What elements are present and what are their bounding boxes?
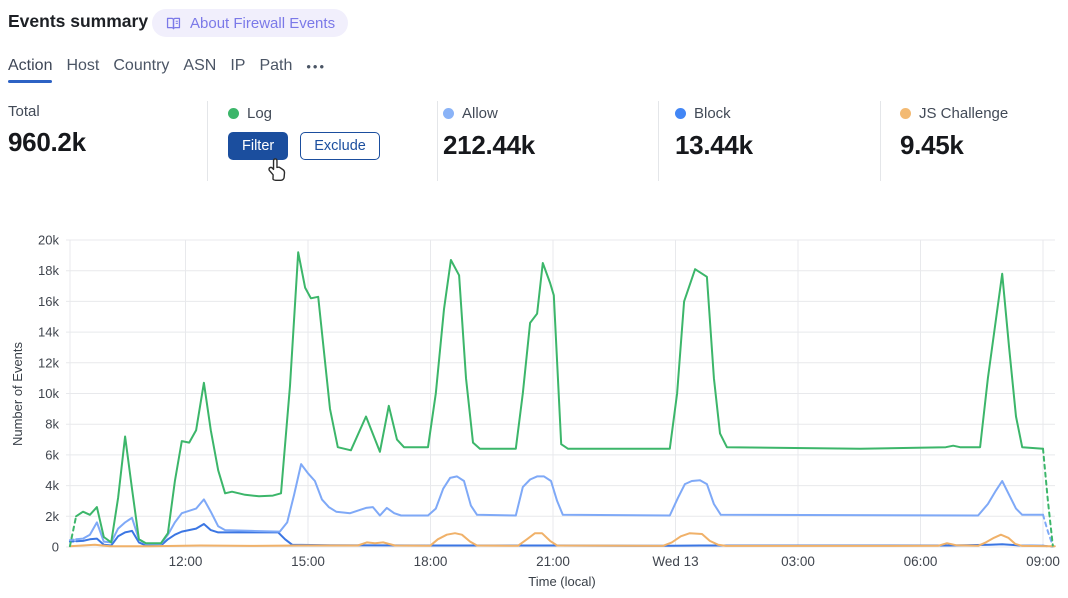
log-legend-dot <box>228 107 239 119</box>
js-challenge-label: JS Challenge <box>919 104 1009 122</box>
page-title: Events summary <box>8 11 149 31</box>
total-label: Total <box>8 103 40 120</box>
svg-text:21:00: 21:00 <box>536 554 570 569</box>
stat-allow: Allow 212.44k <box>443 103 535 161</box>
tab-ip[interactable]: IP <box>230 57 246 74</box>
stats-divider <box>437 101 438 181</box>
tab-action[interactable]: Action <box>8 57 53 83</box>
summary-tabs: Action Host Country ASN IP Path ••• <box>8 57 327 83</box>
svg-text:6k: 6k <box>45 447 59 462</box>
tab-host[interactable]: Host <box>66 57 100 74</box>
svg-text:2k: 2k <box>45 509 59 524</box>
svg-text:18k: 18k <box>38 263 59 278</box>
stat-total: Total 960.2k <box>8 103 86 158</box>
stat-js-challenge: JS Challenge 9.45k <box>900 103 1008 161</box>
stat-log: Log Filter Exclude <box>228 103 380 160</box>
svg-text:14k: 14k <box>38 325 59 340</box>
allow-label: Allow <box>462 104 498 122</box>
stats-divider <box>880 101 881 181</box>
tab-country[interactable]: Country <box>113 57 170 74</box>
svg-text:03:00: 03:00 <box>781 554 815 569</box>
about-firewall-events-badge[interactable]: About Firewall Events <box>152 9 349 37</box>
allow-value: 212.44k <box>443 130 535 160</box>
tab-asn[interactable]: ASN <box>183 57 217 74</box>
svg-text:09:00: 09:00 <box>1026 554 1060 569</box>
block-legend-dot <box>675 107 686 119</box>
svg-text:8k: 8k <box>45 417 59 432</box>
svg-text:10k: 10k <box>38 386 59 401</box>
total-value: 960.2k <box>8 127 86 157</box>
tab-path[interactable]: Path <box>259 57 293 74</box>
stat-block: Block 13.44k <box>675 103 753 161</box>
book-icon <box>166 17 181 29</box>
js-challenge-value: 9.45k <box>900 130 964 160</box>
svg-text:Time (local): Time (local) <box>528 574 595 589</box>
svg-text:06:00: 06:00 <box>904 554 938 569</box>
svg-text:15:00: 15:00 <box>291 554 325 569</box>
filter-button[interactable]: Filter <box>228 132 289 160</box>
block-label: Block <box>694 104 731 122</box>
svg-text:20k: 20k <box>38 233 59 248</box>
js-challenge-legend-dot <box>900 107 911 119</box>
stats-divider <box>207 101 208 181</box>
tabs-more-button[interactable]: ••• <box>306 58 327 74</box>
svg-text:4k: 4k <box>45 478 59 493</box>
exclude-button[interactable]: Exclude <box>300 132 380 160</box>
svg-text:Wed 13: Wed 13 <box>652 554 698 569</box>
svg-text:16k: 16k <box>38 294 59 309</box>
svg-text:12k: 12k <box>38 355 59 370</box>
allow-legend-dot <box>443 107 454 119</box>
stats-divider <box>658 101 659 181</box>
block-value: 13.44k <box>675 130 753 160</box>
log-label: Log <box>247 104 273 122</box>
about-badge-label: About Firewall Events <box>190 14 336 32</box>
svg-text:0: 0 <box>52 540 59 555</box>
svg-text:12:00: 12:00 <box>169 554 203 569</box>
svg-text:18:00: 18:00 <box>414 554 448 569</box>
svg-text:Number of Events: Number of Events <box>10 341 25 446</box>
